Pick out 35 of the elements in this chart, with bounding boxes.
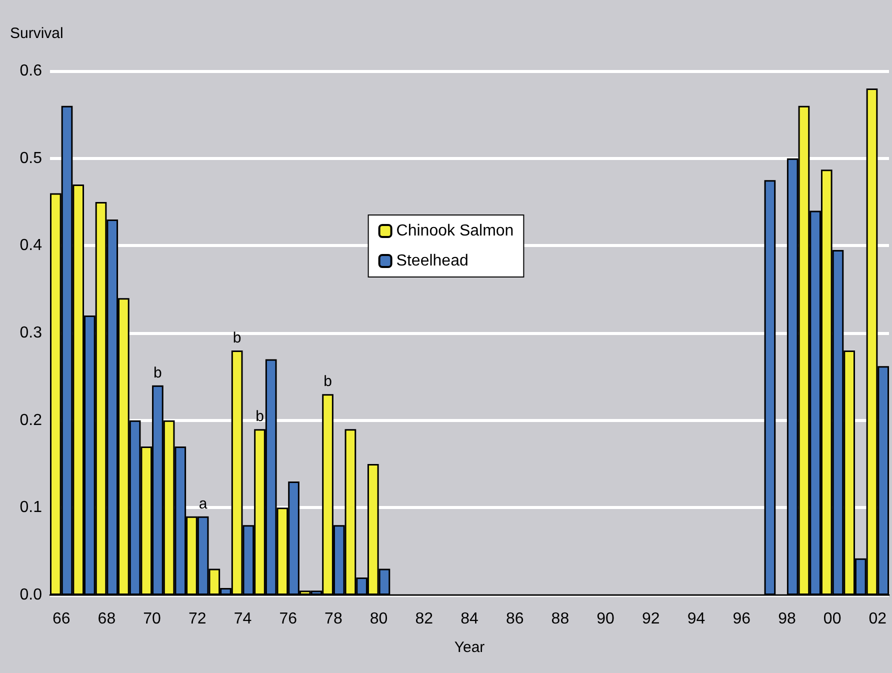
data-label: b <box>232 329 242 346</box>
data-label: b <box>154 364 162 382</box>
data-label: b <box>324 373 332 390</box>
y-tick-label: 0.1 <box>20 499 42 516</box>
x-tick-label: 92 <box>642 610 660 628</box>
legend-label: Steelhead <box>396 252 468 270</box>
legend-label: Chinook Salmon <box>396 222 514 240</box>
x-tick-label: 94 <box>687 610 706 628</box>
x-tick-label: 88 <box>551 610 570 628</box>
data-label: a <box>198 495 208 512</box>
x-axis-title: Year <box>454 639 485 656</box>
x-tick-label: 86 <box>506 610 524 628</box>
x-tick-label: 84 <box>460 610 478 628</box>
x-tick-label: 76 <box>279 610 298 628</box>
x-tick-label: 02 <box>868 610 887 628</box>
x-tick-label: 72 <box>188 610 206 628</box>
x-tick-label: 78 <box>324 610 342 628</box>
x-tick-label: 90 <box>596 610 615 628</box>
x-tick-label: 68 <box>98 610 116 628</box>
y-tick-label: 0.6 <box>20 62 42 80</box>
x-tick-label: 96 <box>732 610 751 628</box>
y-tick-label: 0.0 <box>20 586 42 604</box>
x-tick-label: 98 <box>778 610 796 628</box>
y-tick-label: 0.5 <box>20 150 42 167</box>
x-tick-label: 82 <box>415 610 434 628</box>
x-tick-label: 74 <box>234 610 252 628</box>
x-tick-label: 00 <box>823 610 842 628</box>
y-tick-label: 0.3 <box>20 324 42 342</box>
data-label: b <box>256 408 264 426</box>
x-tick-label: 66 <box>52 610 70 628</box>
y-axis-title: Survival <box>10 25 64 42</box>
x-tick-label: 80 <box>370 610 388 628</box>
y-tick-label: 0.2 <box>20 412 42 429</box>
y-tick-label: 0.4 <box>20 237 42 254</box>
x-tick-label: 70 <box>143 610 162 628</box>
